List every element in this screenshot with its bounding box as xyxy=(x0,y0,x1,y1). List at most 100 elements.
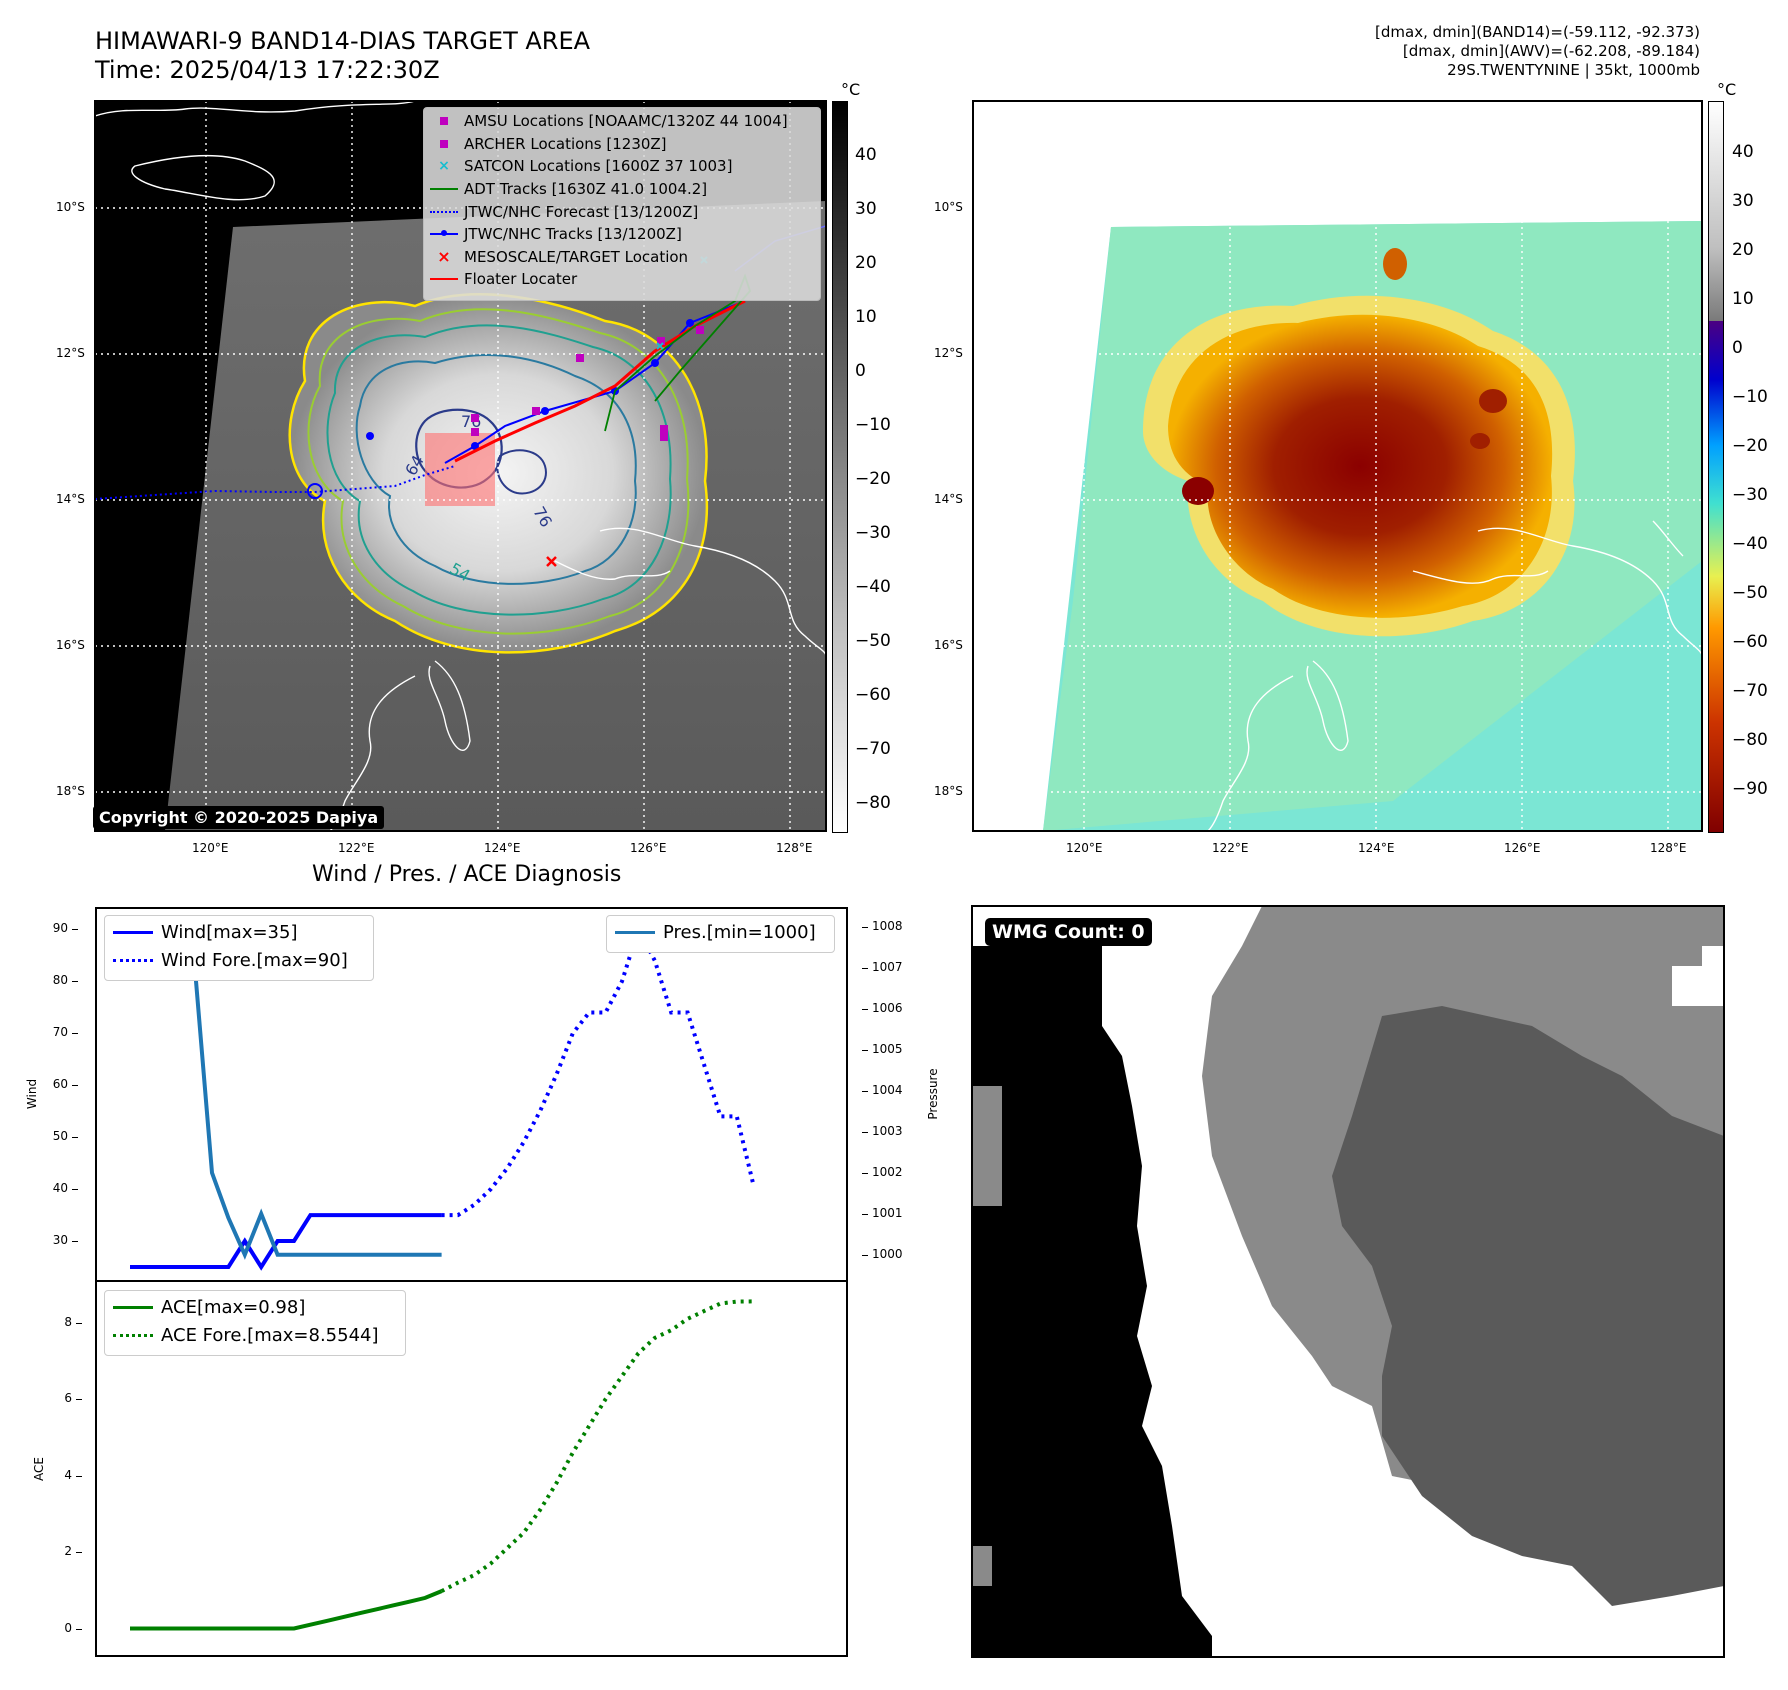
series-line xyxy=(440,1299,754,1593)
colorbar-tick: −20 xyxy=(1732,436,1768,456)
colorbar-tick: 10 xyxy=(1732,289,1754,309)
ace-tick: 0 xyxy=(64,1620,72,1635)
lon-tick: 122°E xyxy=(1212,841,1249,855)
tick-mark xyxy=(72,1033,78,1035)
wind-tick: 90 xyxy=(52,921,68,936)
wind-axis-label: Wind xyxy=(25,1078,39,1110)
tick-mark xyxy=(76,1322,82,1324)
lat-tick: 10°S xyxy=(56,200,85,214)
tick-mark xyxy=(862,1254,868,1256)
tick-mark xyxy=(76,1628,82,1630)
pressure-tick: 1002 xyxy=(872,1164,903,1179)
colorbar-tick: −60 xyxy=(1732,632,1768,652)
lat-tick: 16°S xyxy=(56,638,85,652)
legend-item-floater: Floater Locater xyxy=(424,268,820,291)
colorbar-awv xyxy=(1708,101,1724,833)
tick-mark xyxy=(72,1241,78,1243)
pressure-tick: 1006 xyxy=(872,1001,903,1016)
legend-item-satcon: × SATCON Locations [1600Z 37 1003] xyxy=(438,157,733,176)
colorbar-tick: −80 xyxy=(1732,730,1768,750)
pressure-tick: 1001 xyxy=(872,1205,903,1220)
ace-chart xyxy=(95,1280,848,1657)
chart-time: Time: 2025/04/13 17:22:30Z xyxy=(95,56,440,84)
colorbar-tick: −90 xyxy=(1732,779,1768,799)
wind-tick: 50 xyxy=(52,1129,68,1144)
colorbar-tick: −30 xyxy=(1732,485,1768,505)
info-awv-range: [dmax, dmin](AWV)=(-62.208, -89.184) xyxy=(1402,42,1700,60)
mesoscale-target-marker xyxy=(546,556,557,567)
lat-tick: 14°S xyxy=(934,492,963,506)
tick-mark xyxy=(862,1050,868,1051)
tick-mark xyxy=(72,1085,78,1087)
lon-tick: 128°E xyxy=(1650,841,1687,855)
info-band14-range: [dmax, dmin](BAND14)=(-59.112, -92.373) xyxy=(1375,23,1700,41)
colorbar-gray-unit: °C xyxy=(841,80,861,99)
target-area-box xyxy=(425,433,495,506)
tick-mark xyxy=(72,981,78,983)
lon-tick: 126°E xyxy=(1504,841,1541,855)
colorbar-tick: 30 xyxy=(1732,191,1754,211)
lat-tick: 18°S xyxy=(934,784,963,798)
tick-mark xyxy=(862,1131,868,1133)
colorbar-tick: −40 xyxy=(1732,534,1768,554)
colorbar-tick: 20 xyxy=(1732,240,1754,260)
colorbar-gray xyxy=(832,101,848,833)
awv-map xyxy=(973,101,1702,831)
band14-imagery: 76 64 54 76 xyxy=(95,101,826,831)
colorbar-tick: 10 xyxy=(855,307,877,327)
colorbar-tick: −30 xyxy=(855,523,891,543)
ace-chart-frame xyxy=(95,1280,848,1657)
colorbar-tick: −80 xyxy=(855,793,891,813)
lat-tick: 18°S xyxy=(56,784,85,798)
ace-tick: 6 xyxy=(64,1391,72,1406)
lon-tick: 126°E xyxy=(630,841,667,855)
lat-tick: 12°S xyxy=(934,346,963,360)
map-legend: AMSU Locations [NOAAMC/1320Z 44 1004] AR… xyxy=(423,107,821,301)
colorbar-tick: −20 xyxy=(855,469,891,489)
amsu-archer-markers xyxy=(471,326,704,441)
lon-tick: 128°E xyxy=(776,841,813,855)
colorbar-tick: 40 xyxy=(1732,142,1754,162)
pressure-legend: Pres.[min=1000] xyxy=(606,915,835,953)
legend-item-amsu: AMSU Locations [NOAAMC/1320Z 44 1004] xyxy=(424,110,820,133)
colorbar-awv-unit: °C xyxy=(1717,80,1737,99)
colorbar-tick: −70 xyxy=(1732,681,1768,701)
wind-legend: Wind[max=35] Wind Fore.[max=90] xyxy=(104,915,374,981)
lat-tick: 16°S xyxy=(934,638,963,652)
jtwc-track xyxy=(444,300,746,464)
legend-item-wind: Wind[max=35] xyxy=(105,918,373,946)
wind-tick: 60 xyxy=(52,1077,68,1092)
colorbar-tick: −50 xyxy=(855,631,891,651)
coastline xyxy=(95,101,826,831)
legend-item-jtwc-forecast: JTWC/NHC Forecast [13/1200Z] xyxy=(424,200,820,223)
pressure-tick: 1008 xyxy=(872,919,903,934)
jtwc-track-points xyxy=(366,319,694,450)
lat-tick: 14°S xyxy=(56,492,85,506)
tick-mark xyxy=(862,1213,868,1215)
ace-axis-label: ACE xyxy=(32,1457,46,1481)
colorbar-tick: −10 xyxy=(1732,387,1768,407)
series-line xyxy=(441,924,756,1218)
colorbar-tick: 0 xyxy=(1732,338,1743,358)
wind-tick: 30 xyxy=(52,1233,68,1248)
wmg-panel xyxy=(972,906,1724,1657)
series-line xyxy=(130,1213,442,1271)
jtwc-forecast-track xyxy=(95,465,456,500)
colorbar-tick: 30 xyxy=(855,199,877,219)
tick-mark xyxy=(862,1172,868,1174)
legend-item-adt: ADT Tracks [1630Z 41.0 1004.2] xyxy=(424,178,820,201)
copyright-badge: Copyright © 2020-2025 Dapiya xyxy=(93,806,385,829)
lon-tick: 120°E xyxy=(192,841,229,855)
colorbar-tick: −60 xyxy=(855,685,891,705)
lon-tick: 124°E xyxy=(1358,841,1395,855)
lon-tick: 122°E xyxy=(338,841,375,855)
tick-mark xyxy=(72,929,78,931)
tick-mark xyxy=(76,1475,82,1477)
pressure-tick: 1003 xyxy=(872,1123,903,1138)
wmg-count-badge: WMG Count: 0 xyxy=(985,918,1152,946)
pressure-tick: 1005 xyxy=(872,1042,903,1056)
ace-tick: 4 xyxy=(64,1467,72,1482)
lat-tick: 10°S xyxy=(934,200,963,214)
colorbar-tick: −40 xyxy=(855,577,891,597)
wmg-imagery xyxy=(972,906,1724,1657)
